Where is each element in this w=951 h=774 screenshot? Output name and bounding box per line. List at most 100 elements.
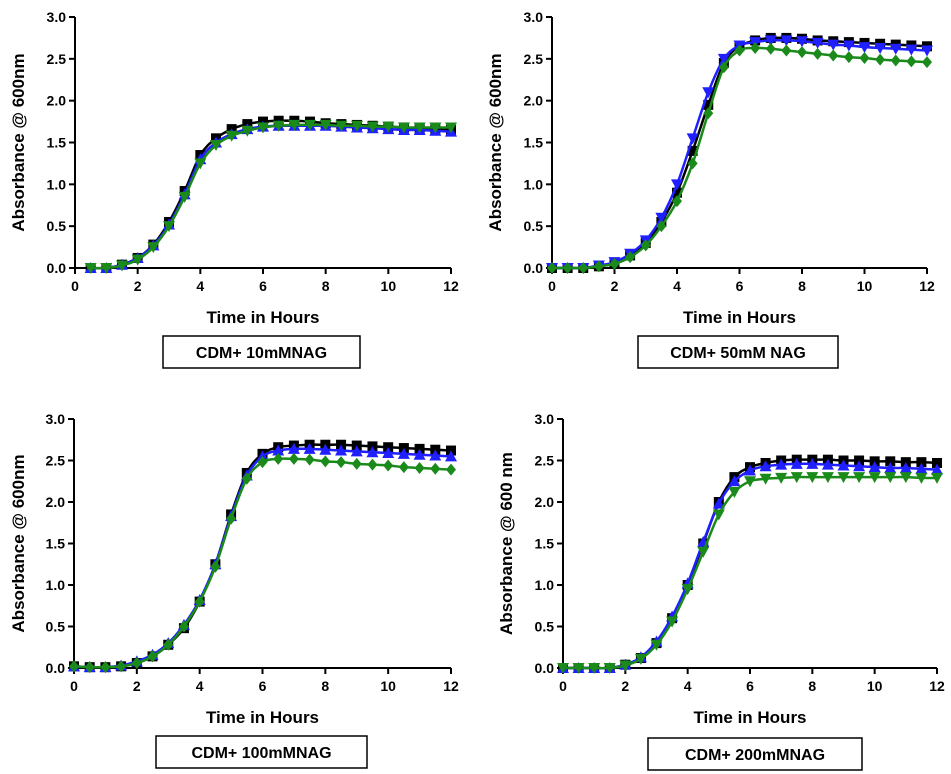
caption-box <box>155 735 368 769</box>
series-line <box>563 462 938 670</box>
data-point <box>702 87 715 99</box>
y-axis-title: Absorbance @ 600nm <box>486 53 505 231</box>
data-point <box>884 472 897 484</box>
series-line <box>73 443 452 669</box>
data-point <box>687 157 698 170</box>
data-point <box>859 51 870 64</box>
data-point <box>304 453 315 466</box>
data-point <box>728 487 741 499</box>
data-point <box>163 638 174 651</box>
data-point <box>320 455 331 468</box>
panel-caption: CDM+ 50mM NAG <box>670 345 806 362</box>
data-point <box>842 40 855 52</box>
data-point <box>350 445 363 457</box>
data-point <box>303 442 316 454</box>
data-point <box>194 595 205 608</box>
data-point <box>703 99 714 110</box>
data-point <box>759 473 772 485</box>
y-tick-label: 2.0 <box>47 93 67 109</box>
caption-box <box>637 335 839 369</box>
data-point <box>796 36 808 48</box>
x-tick-label: 2 <box>134 278 142 294</box>
data-point <box>812 47 823 60</box>
x-tick-label: 8 <box>808 678 816 694</box>
data-point <box>827 39 840 51</box>
data-point <box>383 459 394 472</box>
data-point <box>366 446 379 458</box>
series-3 <box>69 452 456 674</box>
data-point <box>429 449 442 461</box>
x-tick-label: 10 <box>381 278 397 294</box>
data-point <box>84 661 95 674</box>
data-point <box>116 660 127 673</box>
data-point <box>445 122 457 134</box>
data-point <box>853 472 866 484</box>
data-point <box>811 37 824 49</box>
data-point <box>547 262 557 274</box>
x-axis-title: Time in Hours <box>206 708 319 727</box>
data-point <box>703 107 714 120</box>
series-2 <box>557 457 943 673</box>
y-tick-label: 1.0 <box>535 577 555 593</box>
y-tick-label: 1.5 <box>524 135 544 151</box>
y-tick-label: 1.0 <box>47 176 67 192</box>
x-tick-label: 10 <box>380 678 396 694</box>
data-point <box>382 121 395 133</box>
series-line <box>552 46 928 270</box>
y-tick-label: 2.5 <box>46 453 66 469</box>
series-line <box>552 39 928 270</box>
data-point <box>681 584 694 596</box>
y-tick-label: 0.5 <box>46 619 66 635</box>
data-point <box>932 457 942 468</box>
data-point <box>734 44 745 57</box>
data-point <box>781 44 792 57</box>
data-point <box>287 442 300 454</box>
data-point <box>697 546 710 558</box>
y-axis-title: Absorbance @ 600nm <box>9 53 28 231</box>
data-point <box>931 463 943 475</box>
data-point <box>335 444 348 456</box>
data-point <box>572 663 585 674</box>
data-point <box>899 472 912 484</box>
y-tick-label: 0.5 <box>535 619 555 635</box>
x-tick-label: 0 <box>71 278 79 294</box>
data-point <box>884 461 897 473</box>
data-point <box>875 53 886 66</box>
x-tick-label: 12 <box>919 278 935 294</box>
y-axis-title: Absorbance @ 600 nm <box>497 452 516 635</box>
data-point <box>131 657 142 670</box>
series-1 <box>547 32 932 273</box>
caption-box <box>647 737 863 771</box>
data-point <box>430 462 441 475</box>
x-tick-label: 8 <box>798 278 806 294</box>
data-point <box>414 461 425 474</box>
data-point <box>906 55 917 68</box>
data-point <box>194 158 207 170</box>
data-point <box>84 263 97 274</box>
chart-panel-2: 0.0 0.5 1.0 1.5 2.0 2.5 3.0 0 2 4 6 8 10 12 Time in Ho… <box>486 9 935 369</box>
series-3 <box>547 41 932 274</box>
series-line <box>552 36 928 270</box>
data-point <box>241 125 254 137</box>
x-tick-label: 12 <box>443 278 459 294</box>
chart-panel-4: 0.0 0.5 1.0 1.5 2.0 2.5 3.0 0 2 4 6 8 10 12 Time in Ho… <box>497 411 945 771</box>
data-point <box>764 35 777 47</box>
series-1 <box>69 439 456 673</box>
x-tick-label: 8 <box>321 678 329 694</box>
data-point <box>397 447 410 459</box>
x-axis-title: Time in Hours <box>693 708 806 727</box>
data-point <box>765 42 776 55</box>
y-tick-label: 2.0 <box>535 494 555 510</box>
data-point <box>889 43 902 55</box>
data-point <box>874 42 887 54</box>
data-point <box>272 120 285 132</box>
data-point <box>797 46 807 59</box>
y-tick-label: 3.0 <box>47 9 67 25</box>
x-tick-label: 4 <box>196 678 204 694</box>
data-point <box>429 122 442 134</box>
series-line <box>90 124 452 270</box>
data-point <box>666 616 679 628</box>
data-point <box>578 262 589 274</box>
series-line <box>73 457 452 669</box>
data-point <box>718 61 729 74</box>
